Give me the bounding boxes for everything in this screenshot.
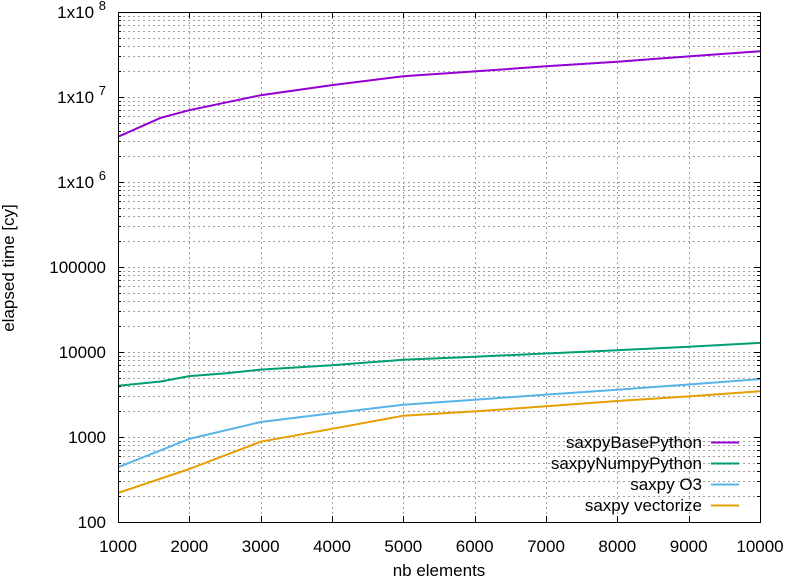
y-tick-label: 100000 <box>49 258 106 277</box>
series-line-saxpy-vectorize <box>117 390 761 494</box>
x-tick-label: 10000 <box>736 537 783 556</box>
series-line-saxpybasepython <box>117 50 761 138</box>
series-line-saxpy-o3 <box>117 378 761 469</box>
x-tick-label: 4000 <box>313 537 351 556</box>
grid <box>118 12 760 522</box>
x-tick-labels: 1000 2000 3000 4000 5000 6000 7000 8000 9000 1000… <box>99 537 784 556</box>
x-tick-label: 1000 <box>99 537 137 556</box>
x-axis-label: nb elements <box>393 561 486 580</box>
y-axis-label: elapsed time [cy] <box>0 204 18 332</box>
y-tick-label: 1x10 7 <box>57 83 106 107</box>
x-tick-label: 7000 <box>527 537 565 556</box>
y-tick-label: 1x10 6 <box>57 168 106 192</box>
x-tick-label: 8000 <box>598 537 636 556</box>
x-tick-label: 9000 <box>670 537 708 556</box>
y-tick-label: 10000 <box>59 343 106 362</box>
x-tick-label: 6000 <box>456 537 494 556</box>
x-tick-label: 5000 <box>384 537 422 556</box>
legend-label-saxpy-vectorize: saxpy vectorize <box>585 496 702 515</box>
legend-label-saxpybasepython: saxpyBasePython <box>566 433 702 452</box>
y-tick-label: 100 <box>78 513 106 532</box>
legend: saxpyBasePython saxpyNumpyPython saxpy O3 s… <box>551 433 739 515</box>
y-tick-label: 1x10 8 <box>57 0 106 22</box>
x-tick-label: 2000 <box>170 537 208 556</box>
legend-label-saxpy-o3: saxpy O3 <box>630 475 702 494</box>
series-line-saxpynumpypython <box>117 341 761 387</box>
axis-ticks <box>118 12 761 523</box>
y-tick-labels: 100 1000 10000 100000 1x10 6 1x10 7 1x10 8 <box>49 0 106 532</box>
plot-series <box>117 50 761 494</box>
y-tick-label: 1000 <box>68 428 106 447</box>
legend-label-saxpynumpypython: saxpyNumpyPython <box>551 454 702 473</box>
x-tick-label: 3000 <box>242 537 280 556</box>
